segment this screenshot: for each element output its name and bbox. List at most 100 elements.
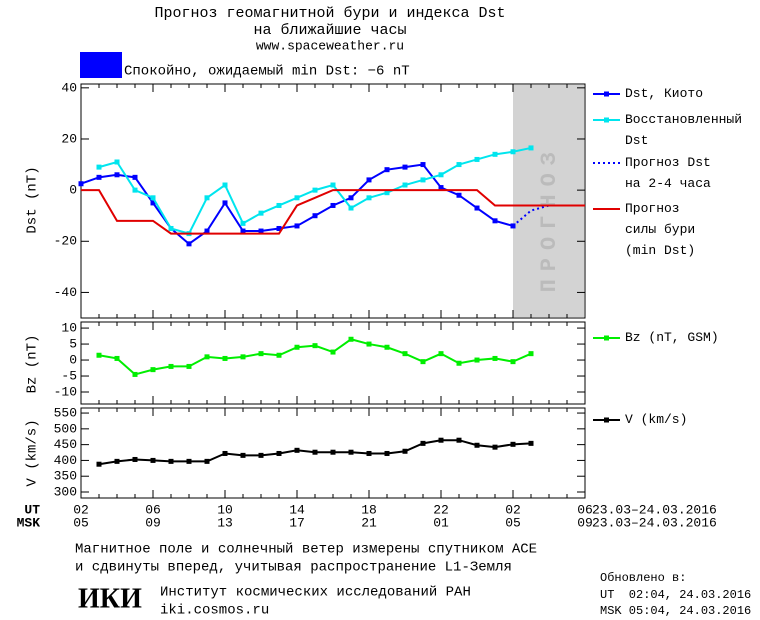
x-tick-label: 01 (433, 515, 449, 530)
point (330, 202, 336, 208)
point (528, 440, 534, 446)
x-tick-label: 05 (73, 515, 89, 530)
point (402, 448, 408, 454)
point (204, 195, 210, 201)
legend-entry: Прогноз силы бури (min Dst) (625, 201, 696, 258)
point (312, 213, 318, 219)
logo: ИКИ (78, 583, 142, 614)
legend-marker (604, 117, 609, 123)
point (186, 458, 192, 464)
point (96, 352, 102, 358)
x-tick-label: 13 (217, 515, 233, 530)
legend-marker (604, 417, 609, 423)
point (330, 349, 336, 355)
point (474, 357, 480, 363)
point (366, 177, 372, 183)
point (258, 351, 264, 357)
point (420, 440, 426, 446)
updated: Обновлено в: (600, 571, 686, 585)
point (114, 172, 120, 178)
point (168, 363, 174, 369)
legend-marker (604, 91, 609, 97)
point (438, 172, 444, 178)
point (312, 449, 318, 455)
url: www.spaceweather.ru (256, 38, 404, 53)
point (510, 149, 516, 155)
point (348, 205, 354, 211)
updated: UT 02:04, 24.03.2016 (600, 588, 751, 602)
legend-marker (604, 335, 609, 341)
y-tick-label: 20 (61, 131, 77, 146)
title: Прогноз геомагнитной бури и индекса Dst (154, 5, 505, 22)
point (528, 145, 534, 151)
y-axis-label: Dst (nT) (25, 166, 41, 233)
point (168, 225, 174, 231)
point (294, 195, 300, 201)
legend-entry: Восстановленный Dst (625, 112, 743, 148)
x-tick-label: 09 (577, 515, 593, 530)
y-tick-label: -5 (61, 368, 77, 383)
status-box (80, 52, 122, 78)
point (276, 202, 282, 208)
point (348, 336, 354, 342)
point (438, 351, 444, 357)
point (456, 192, 462, 198)
point (294, 344, 300, 350)
point (186, 241, 192, 247)
y-tick-label: 0 (69, 352, 77, 367)
point (114, 355, 120, 361)
point (132, 456, 138, 462)
point (150, 195, 156, 201)
row-label: UT (24, 502, 40, 517)
point (492, 151, 498, 157)
y-tick-label: 0 (69, 183, 77, 198)
x-tick-label: 22 (433, 502, 449, 517)
point (402, 164, 408, 170)
point (294, 223, 300, 229)
point (366, 450, 372, 456)
x-tick-label: 21 (361, 515, 377, 530)
date-range: 23.03–24.03.2016 (592, 515, 717, 530)
point (384, 190, 390, 196)
y-tick-label: 10 (61, 321, 77, 336)
point (96, 461, 102, 467)
series-line (81, 189, 585, 235)
point (384, 344, 390, 350)
note: и сдвинуты вперед, учитывая распростране… (75, 560, 512, 576)
point (222, 450, 228, 456)
x-tick-label: 02 (73, 502, 89, 517)
legend-entry: V (km/s) (625, 412, 688, 427)
point (330, 182, 336, 188)
x-tick-label: 06 (145, 502, 161, 517)
row-label: MSK (17, 515, 41, 530)
y-tick-label: -10 (54, 384, 77, 399)
y-tick-label: -20 (54, 234, 77, 249)
y-tick-label: 300 (54, 484, 77, 499)
point (510, 359, 516, 365)
point (420, 359, 426, 365)
point (78, 181, 84, 187)
legend-entry: Bz (nT, GSM) (625, 330, 719, 345)
point (258, 210, 264, 216)
x-tick-label: 02 (505, 502, 521, 517)
y-axis-label: V (km/s) (25, 419, 41, 486)
point (456, 162, 462, 168)
x-tick-label: 09 (145, 515, 161, 530)
point (492, 444, 498, 450)
point (132, 174, 138, 180)
point (186, 363, 192, 369)
y-tick-label: -40 (54, 285, 77, 300)
point (420, 162, 426, 168)
point (96, 174, 102, 180)
point (276, 225, 282, 231)
status: Спокойно, ожидаемый min Dst: −6 nT (124, 63, 410, 80)
x-tick-label: 18 (361, 502, 377, 517)
point (204, 354, 210, 360)
point (150, 457, 156, 463)
point (348, 195, 354, 201)
point (456, 360, 462, 366)
y-tick-label: 350 (54, 469, 77, 484)
point (276, 352, 282, 358)
